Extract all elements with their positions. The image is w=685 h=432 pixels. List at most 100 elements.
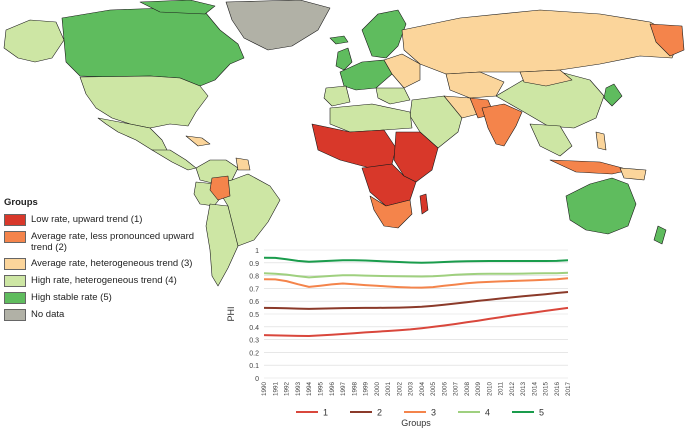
y-tick-label: 1 [255,248,259,255]
legend-swatch [4,309,26,321]
legend-label: No data [31,309,65,320]
x-tick-label: 1996 [329,382,336,397]
region-central-africa [361,163,417,207]
legend-item: Low rate, upward trend (1) [4,214,234,226]
x-tick-label: 1993 [295,382,302,397]
series-lines [263,256,569,337]
region-scandinavia [361,9,407,59]
region-russia [401,9,681,75]
region-bolivia [209,175,231,201]
y-axis-ticks: 0 0.1 0.2 0.3 0.4 0.5 0.6 0.7 0.8 0.9 1 [249,248,259,383]
y-tick-label: 0.1 [249,363,259,370]
y-tick-label: 0 [255,376,259,383]
legend-swatch [4,275,26,287]
region-central-america [151,149,197,171]
x-tick-label: 2016 [554,382,561,397]
region-caribbean [185,135,211,147]
legend-label: Average rate, heterogeneous trend (3) [31,258,193,269]
y-tick-label: 0.9 [249,261,259,268]
chart-legend-label: 2 [377,408,382,418]
x-tick-label: 2017 [565,382,572,397]
series-line-4 [263,271,569,279]
x-tick-label: 1991 [272,382,279,397]
legend-item: High rate, heterogeneous trend (4) [4,275,234,287]
region-philippines [595,131,607,151]
y-tick-label: 0.6 [249,299,259,306]
series-line-2 [263,291,569,310]
x-tick-label: 2013 [520,382,527,397]
region-madagascar [419,193,429,215]
chart-legend-label: 5 [539,408,544,418]
region-korea-japan [603,83,623,107]
region-mongolia [519,69,573,87]
region-uk [335,47,353,71]
series-line-3 [263,277,569,289]
region-southern-africa [369,195,413,229]
legend-items: Low rate, upward trend (1) Average rate, … [4,214,234,321]
legend-swatch [4,292,26,304]
x-tick-label: 2010 [486,382,493,397]
x-tick-label: 2002 [396,382,403,397]
map-legend: Groups Low rate, upward trend (1) Average… [4,197,234,326]
region-new-guinea [619,167,647,181]
region-eastern-europe [383,53,421,89]
region-greenland [225,0,331,51]
x-tick-label: 2015 [543,382,550,397]
region-east-africa [393,131,439,183]
region-usa [79,75,209,129]
x-tick-label: 2009 [475,382,482,397]
legend-title: Groups [4,197,38,208]
y-tick-label: 0.7 [249,286,259,293]
y-tick-label: 0.5 [249,312,259,319]
legend-swatch [4,231,26,243]
y-tick-label: 0.8 [249,274,259,281]
region-new-zealand [653,225,667,245]
legend-label: High stable rate (5) [31,292,112,303]
y-tick-label: 0.3 [249,338,259,345]
region-indonesia [549,159,631,175]
chart-legend: 1 2 3 4 5 [296,408,544,418]
legend-item: No data [4,309,234,321]
x-axis-label: Groups [401,418,431,428]
y-tick-label: 0.2 [249,350,259,357]
chart-legend-label: 1 [323,408,328,418]
x-tick-label: 2006 [441,382,448,397]
legend-swatch [4,214,26,226]
series-line-1 [263,306,569,337]
legend-item: Average rate, less pronounced upward tre… [4,231,234,253]
x-tick-label: 2007 [453,382,460,397]
x-tick-label: 1994 [306,382,313,397]
x-axis-ticks: 1990 1991 1992 1993 1994 1995 1996 1997 1998 1999… [261,382,572,397]
legend-item: High stable rate (5) [4,292,234,304]
region-canada-islands [139,0,216,15]
legend-item: Average rate, heterogeneous trend (3) [4,258,234,270]
legend-swatch [4,258,26,270]
x-tick-label: 2004 [419,382,426,397]
x-tick-label: 2011 [498,382,505,396]
region-kamchatka [649,23,685,57]
legend-label: Low rate, upward trend (1) [31,214,143,225]
x-tick-label: 2001 [385,382,392,397]
x-tick-label: 1995 [317,382,324,397]
series-line-5 [263,256,569,264]
x-tick-label: 2005 [430,382,437,397]
x-tick-label: 1998 [351,382,358,397]
x-tick-label: 1997 [340,382,347,397]
x-tick-label: 2003 [408,382,415,397]
region-balkans [375,87,411,105]
x-tick-label: 2012 [509,382,516,397]
region-india [481,103,523,147]
phi-line-chart: 00.10.20.30.40.50.60.70.80.91 1990 1991 19… [226,248,572,428]
region-north-africa [329,103,413,133]
y-axis-label: PHI [226,306,236,321]
region-argentina-chile [205,203,239,287]
region-iceland [329,35,349,45]
legend-label: Average rate, less pronounced upward tre… [31,231,195,253]
chart-legend-label: 3 [431,408,436,418]
region-alaska [3,19,65,63]
region-kazakhstan [445,71,505,99]
region-iberia [323,85,351,107]
x-tick-label: 2008 [464,382,471,397]
x-tick-label: 2014 [531,382,538,397]
